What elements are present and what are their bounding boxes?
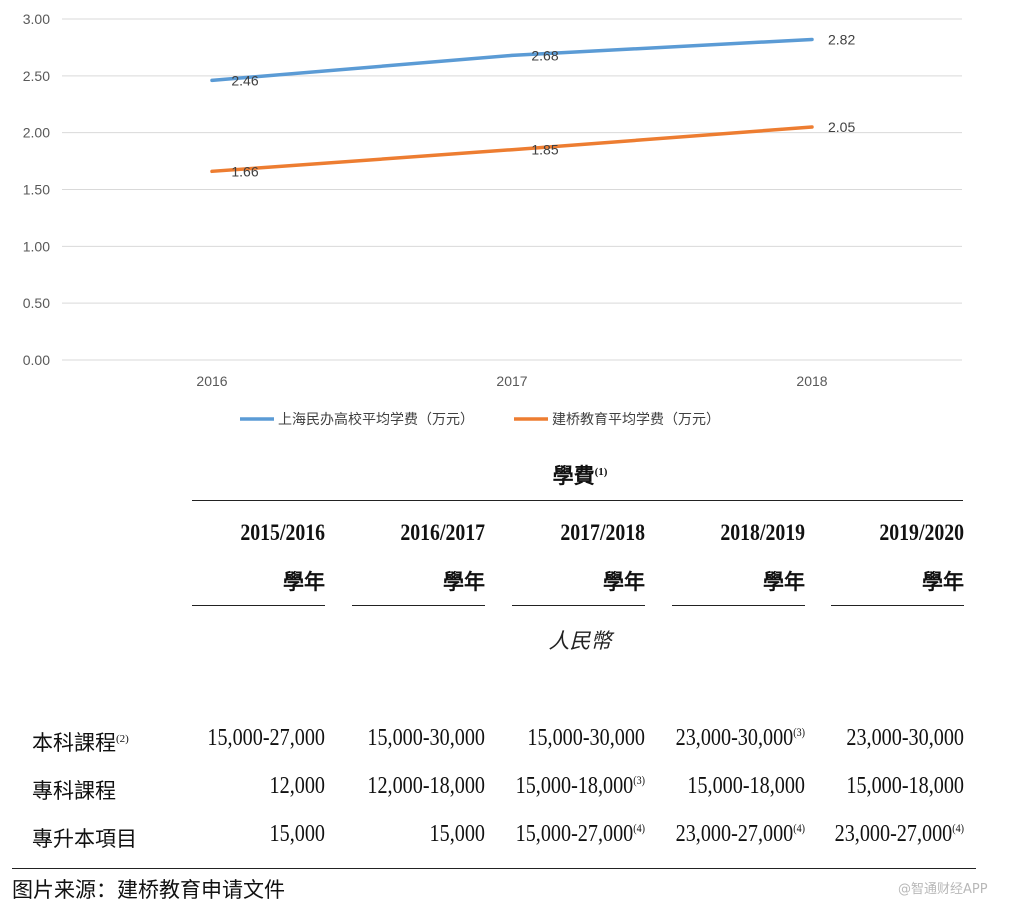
y-tick-label: 1.50 (23, 182, 50, 198)
cell-value: 15,000-18,000 (515, 773, 634, 799)
cell-note: (4) (793, 821, 805, 835)
table-cell: 15,000-18,000 (830, 773, 964, 800)
cell-value: 15,000-30,000 (527, 725, 645, 751)
year-header-suffix: 學年 (603, 570, 645, 594)
y-axis-ticks: 0.00 0.50 1.00 1.50 2.00 2.50 3.00 (23, 11, 50, 368)
cell-value: 15,000-30,000 (367, 725, 485, 751)
data-point (510, 53, 514, 57)
data-label: 1.66 (231, 163, 258, 179)
year-header-rule (831, 605, 964, 606)
chart-series: 2.46 2.68 2.82 1.66 1.85 2.05 (210, 31, 855, 179)
y-tick-label: 0.50 (23, 295, 50, 311)
table-cell: 15,000-27,000(4) (511, 821, 645, 848)
table-cell: 23,000-30,000(3) (671, 725, 805, 752)
x-tick-label: 2016 (196, 373, 227, 389)
data-point (810, 125, 814, 129)
legend-label: 上海民办高校平均学费（万元） (278, 411, 474, 428)
year-header: 2018/2019 (720, 520, 805, 545)
year-header-rule (512, 605, 645, 606)
table-cell: 12,000-18,000 (351, 773, 485, 800)
year-header: 2019/2020 (879, 520, 964, 545)
cell-value: 23,000-30,000 (846, 725, 964, 751)
bottom-rule (12, 868, 976, 869)
year-header: 2015/2016 (240, 520, 325, 545)
year-header-suffix: 學年 (922, 570, 964, 594)
fee-title-text: 學費 (552, 464, 595, 488)
data-label: 2.05 (828, 119, 855, 135)
data-point (210, 169, 214, 173)
year-header: 2017/2018 (560, 520, 645, 545)
data-label: 2.46 (231, 72, 258, 88)
cell-value: 23,000-30,000 (675, 725, 794, 751)
y-tick-label: 0.00 (23, 352, 50, 368)
year-header-suffix: 學年 (283, 570, 325, 594)
table-cell: 15,000-30,000 (351, 725, 485, 752)
y-tick-label: 2.00 (23, 125, 50, 141)
data-point (510, 148, 514, 152)
table-cell: 15,000 (191, 821, 325, 848)
line-chart: 0.000.501.001.502.002.503.00 2016 2017 201… (23, 11, 962, 428)
cell-value: 12,000 (269, 773, 325, 799)
year-header-rule (672, 605, 805, 606)
x-tick-label: 2018 (796, 373, 827, 389)
table-cell: 15,000-18,000(3) (511, 773, 645, 800)
cell-value: 15,000-18,000 (846, 773, 964, 799)
row-label-note: (2) (116, 733, 129, 745)
cell-value: 15,000-18,000 (687, 773, 805, 799)
y-tick-label: 1.00 (23, 238, 50, 254)
row-label: 專升本項目 (32, 827, 137, 851)
year-header-rule (192, 605, 325, 606)
fee-table-title: 學費(1) (520, 460, 640, 490)
cell-value: 15,000 (429, 821, 485, 847)
year-header-rule (352, 605, 485, 606)
chart-gridlines (62, 18, 962, 361)
table-cell: 15,000-30,000 (511, 725, 645, 752)
title-rule (192, 500, 963, 501)
fee-title-note: (1) (594, 466, 608, 478)
data-label: 2.68 (531, 47, 558, 63)
cell-note: (4) (952, 821, 964, 835)
series-line-0 (210, 37, 814, 83)
year-header: 2016/2017 (400, 520, 485, 545)
chart-legend: 上海民办高校平均学费（万元） 建桥教育平均学费（万元） (240, 411, 720, 428)
y-tick-label: 2.50 (23, 68, 50, 84)
source-caption: 图片来源：建桥教育申请文件 (12, 878, 285, 902)
year-header-suffix: 學年 (763, 570, 805, 594)
cell-value: 15,000-27,000 (207, 725, 325, 751)
table-cell: 12,000 (191, 773, 325, 800)
table-cell: 23,000-30,000 (830, 725, 964, 752)
row-label: 本科課程(2) (32, 731, 129, 755)
table-cell: 15,000-18,000 (671, 773, 805, 800)
currency-label: 人民幣 (548, 629, 612, 653)
x-tick-label: 2017 (496, 373, 527, 389)
cell-note: (3) (793, 725, 805, 739)
legend-label: 建桥教育平均学费（万元） (552, 412, 720, 428)
cell-value: 15,000 (269, 821, 325, 847)
data-point (210, 78, 214, 82)
table-cell: 15,000-27,000 (191, 725, 325, 752)
x-axis-ticks: 2016 2017 2018 (196, 373, 827, 389)
year-header-suffix: 學年 (443, 570, 485, 594)
cell-note: (3) (633, 773, 645, 787)
table-cell: 15,000 (351, 821, 485, 848)
cell-value: 12,000-18,000 (367, 773, 485, 799)
data-point (810, 37, 814, 41)
row-label: 專科課程 (32, 779, 116, 803)
cell-value: 23,000-27,000 (834, 821, 953, 847)
cell-note: (4) (633, 821, 645, 835)
watermark: @智通财经APP (898, 882, 988, 897)
cell-value: 23,000-27,000 (675, 821, 794, 847)
data-label: 2.82 (828, 31, 855, 47)
cell-value: 15,000-27,000 (515, 821, 634, 847)
table-cell: 23,000-27,000(4) (671, 821, 805, 848)
y-tick-label: 3.00 (23, 11, 50, 27)
table-cell: 23,000-27,000(4) (830, 821, 964, 848)
data-label: 1.85 (531, 142, 558, 158)
